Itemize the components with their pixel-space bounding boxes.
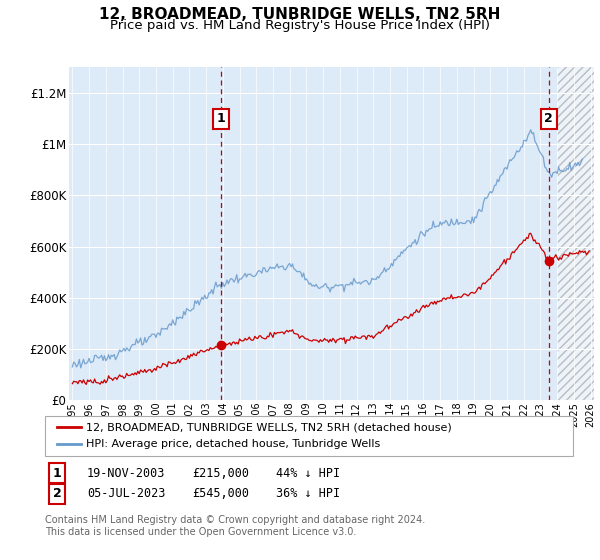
Text: HPI: Average price, detached house, Tunbridge Wells: HPI: Average price, detached house, Tunb… xyxy=(86,439,380,449)
Text: 05-JUL-2023: 05-JUL-2023 xyxy=(87,487,166,501)
Bar xyxy=(557,67,599,400)
Text: 1: 1 xyxy=(217,113,226,125)
Text: £545,000: £545,000 xyxy=(192,487,249,501)
Text: 36% ↓ HPI: 36% ↓ HPI xyxy=(276,487,340,501)
Text: 12, BROADMEAD, TUNBRIDGE WELLS, TN2 5RH (detached house): 12, BROADMEAD, TUNBRIDGE WELLS, TN2 5RH … xyxy=(86,422,452,432)
Text: 2: 2 xyxy=(544,113,553,125)
Bar xyxy=(557,67,599,400)
Text: 2: 2 xyxy=(53,487,61,501)
Text: 44% ↓ HPI: 44% ↓ HPI xyxy=(276,466,340,480)
Text: 1: 1 xyxy=(53,466,61,480)
Text: £215,000: £215,000 xyxy=(192,466,249,480)
Text: 12, BROADMEAD, TUNBRIDGE WELLS, TN2 5RH: 12, BROADMEAD, TUNBRIDGE WELLS, TN2 5RH xyxy=(100,7,500,22)
Text: 19-NOV-2003: 19-NOV-2003 xyxy=(87,466,166,480)
Text: Price paid vs. HM Land Registry's House Price Index (HPI): Price paid vs. HM Land Registry's House … xyxy=(110,19,490,32)
Text: Contains HM Land Registry data © Crown copyright and database right 2024.
This d: Contains HM Land Registry data © Crown c… xyxy=(45,515,425,537)
